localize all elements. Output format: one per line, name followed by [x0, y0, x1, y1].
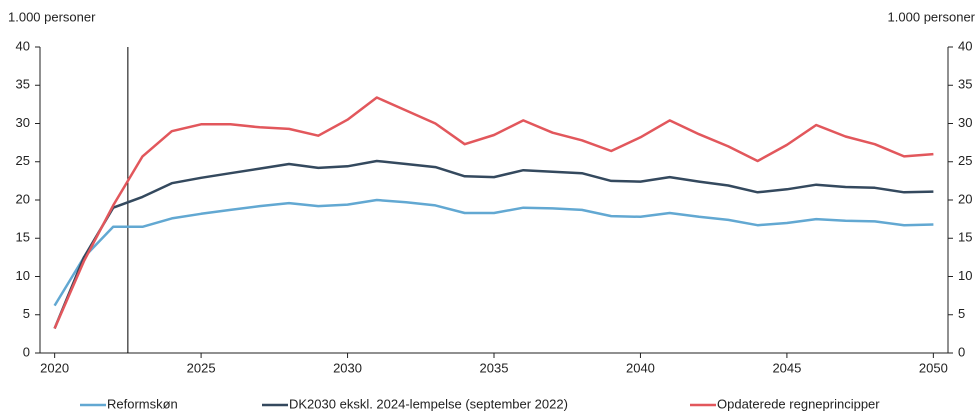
y2-tick-label: 5 [958, 306, 965, 321]
x-tick-label: 2025 [187, 360, 216, 375]
data-line [53, 198, 934, 307]
y-tick-label: 20 [16, 191, 30, 206]
y-tick-label: 5 [23, 306, 30, 321]
y-tick-label: 25 [16, 153, 30, 168]
legend-label: DK2030 ekskl. 2024-lempelse (september 2… [289, 396, 568, 411]
x-tick-label: 2040 [626, 360, 655, 375]
y2-tick-label: 25 [958, 153, 972, 168]
y-axis-label: 1.000 personer [8, 9, 96, 24]
y-tick-label: 35 [16, 77, 30, 92]
y2-tick-label: 30 [958, 115, 972, 130]
data-line [53, 96, 934, 329]
legend-label: Reformskøn [107, 396, 178, 411]
x-tick-label: 2020 [40, 360, 69, 375]
legend-label: Opdaterede regneprincipper [717, 396, 880, 411]
y-tick-label: 10 [16, 268, 30, 283]
y2-tick-label: 20 [958, 191, 972, 206]
y-tick-label: 0 [23, 344, 30, 359]
y-tick-label: 30 [16, 115, 30, 130]
y2-tick-label: 10 [958, 268, 972, 283]
y-tick-label: 15 [16, 230, 30, 245]
x-tick-label: 2050 [919, 360, 948, 375]
x-tick-label: 2030 [333, 360, 362, 375]
x-tick-label: 2045 [772, 360, 801, 375]
y-tick-label: 40 [16, 38, 30, 53]
y2-tick-label: 40 [958, 38, 972, 53]
y2-axis-label: 1.000 personer [888, 9, 976, 24]
x-tick-label: 2035 [480, 360, 509, 375]
y2-tick-label: 0 [958, 344, 965, 359]
data-line [53, 159, 934, 329]
y2-tick-label: 15 [958, 230, 972, 245]
y2-tick-label: 35 [958, 77, 972, 92]
